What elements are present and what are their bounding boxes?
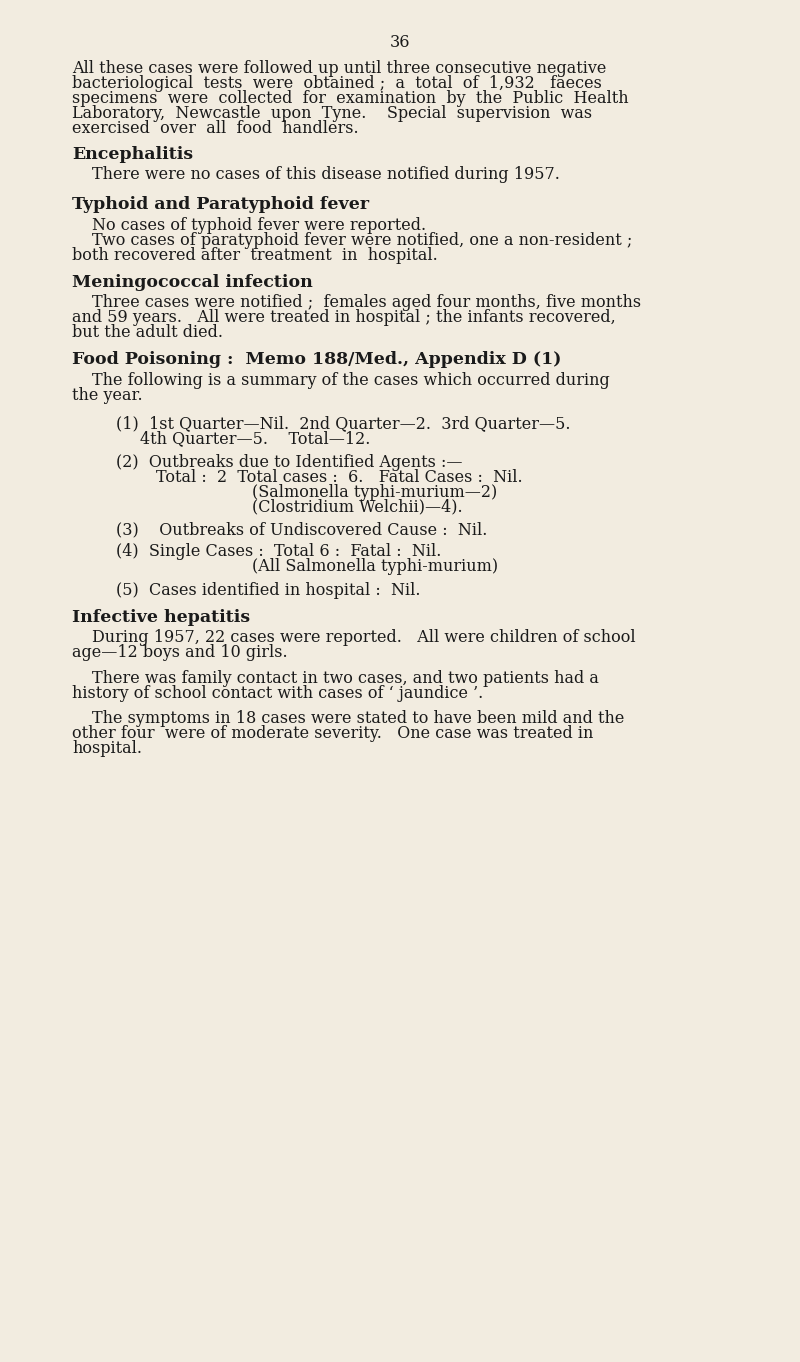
Text: Three cases were notified ;  females aged four months, five months: Three cases were notified ; females aged… bbox=[92, 294, 641, 311]
Text: (Salmonella typhi-murium—2): (Salmonella typhi-murium—2) bbox=[252, 484, 498, 500]
Text: other four  were of moderate severity.   One case was treated in: other four were of moderate severity. On… bbox=[72, 725, 594, 741]
Text: (Clostridium Welchii)—4).: (Clostridium Welchii)—4). bbox=[252, 498, 462, 515]
Text: Two cases of paratyphoid fever were notified, one a non-resident ;: Two cases of paratyphoid fever were noti… bbox=[92, 232, 632, 248]
Text: During 1957, 22 cases were reported.   All were children of school: During 1957, 22 cases were reported. All… bbox=[92, 629, 636, 646]
Text: bacteriological  tests  were  obtained ;  a  total  of  1,932   faeces: bacteriological tests were obtained ; a … bbox=[72, 75, 602, 91]
Text: The following is a summary of the cases which occurred during: The following is a summary of the cases … bbox=[92, 372, 610, 388]
Text: Food Poisoning :  Memo 188/Med., Appendix D (1): Food Poisoning : Memo 188/Med., Appendix… bbox=[72, 351, 562, 368]
Text: but the adult died.: but the adult died. bbox=[72, 324, 223, 340]
Text: 4th Quarter—5.    Total—12.: 4th Quarter—5. Total—12. bbox=[140, 430, 370, 447]
Text: Encephalitis: Encephalitis bbox=[72, 146, 193, 162]
Text: age—12 boys and 10 girls.: age—12 boys and 10 girls. bbox=[72, 644, 288, 661]
Text: 36: 36 bbox=[390, 34, 410, 50]
Text: history of school contact with cases of ‘ jaundice ’.: history of school contact with cases of … bbox=[72, 685, 483, 701]
Text: Laboratory,  Newcastle  upon  Tyne.    Special  supervision  was: Laboratory, Newcastle upon Tyne. Special… bbox=[72, 105, 592, 121]
Text: (5)  Cases identified in hospital :  Nil.: (5) Cases identified in hospital : Nil. bbox=[116, 582, 421, 598]
Text: (1)  1st Quarter—Nil.  2nd Quarter—2.  3rd Quarter—5.: (1) 1st Quarter—Nil. 2nd Quarter—2. 3rd … bbox=[116, 415, 570, 432]
Text: the year.: the year. bbox=[72, 387, 142, 403]
Text: There were no cases of this disease notified during 1957.: There were no cases of this disease noti… bbox=[92, 166, 560, 183]
Text: hospital.: hospital. bbox=[72, 740, 142, 756]
Text: No cases of typhoid fever were reported.: No cases of typhoid fever were reported. bbox=[92, 217, 426, 233]
Text: The symptoms in 18 cases were stated to have been mild and the: The symptoms in 18 cases were stated to … bbox=[92, 710, 624, 726]
Text: Total :  2  Total cases :  6.   Fatal Cases :  Nil.: Total : 2 Total cases : 6. Fatal Cases :… bbox=[156, 469, 522, 485]
Text: and 59 years.   All were treated in hospital ; the infants recovered,: and 59 years. All were treated in hospit… bbox=[72, 309, 616, 326]
Text: (3)    Outbreaks of Undiscovered Cause :  Nil.: (3) Outbreaks of Undiscovered Cause : Ni… bbox=[116, 522, 487, 538]
Text: Meningococcal infection: Meningococcal infection bbox=[72, 274, 313, 290]
Text: both recovered after  treatment  in  hospital.: both recovered after treatment in hospit… bbox=[72, 247, 438, 263]
Text: All these cases were followed up until three consecutive negative: All these cases were followed up until t… bbox=[72, 60, 606, 76]
Text: exercised  over  all  food  handlers.: exercised over all food handlers. bbox=[72, 120, 358, 136]
Text: (All Salmonella typhi-murium): (All Salmonella typhi-murium) bbox=[252, 558, 498, 575]
Text: Infective hepatitis: Infective hepatitis bbox=[72, 609, 250, 625]
Text: Typhoid and Paratyphoid fever: Typhoid and Paratyphoid fever bbox=[72, 196, 369, 212]
Text: (4)  Single Cases :  Total 6 :  Fatal :  Nil.: (4) Single Cases : Total 6 : Fatal : Nil… bbox=[116, 543, 442, 560]
Text: specimens  were  collected  for  examination  by  the  Public  Health: specimens were collected for examination… bbox=[72, 90, 629, 106]
Text: There was family contact in two cases, and two patients had a: There was family contact in two cases, a… bbox=[92, 670, 599, 686]
Text: (2)  Outbreaks due to Identified Agents :—: (2) Outbreaks due to Identified Agents :… bbox=[116, 454, 462, 470]
